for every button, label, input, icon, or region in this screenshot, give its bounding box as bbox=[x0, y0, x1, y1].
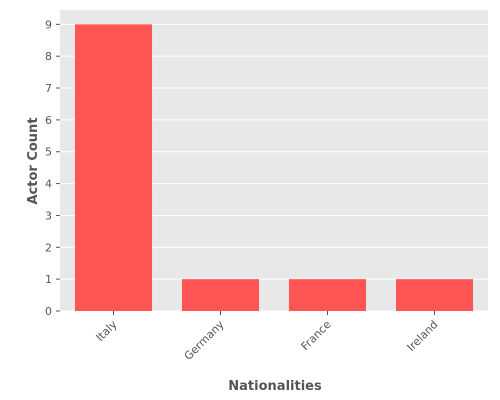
x-tick-labels: Italy Germany France Ireland bbox=[94, 311, 441, 363]
bar-ireland bbox=[395, 279, 474, 311]
y-tick-label: 2 bbox=[45, 241, 52, 254]
y-tick-label: 8 bbox=[45, 50, 52, 63]
y-tick-label: 4 bbox=[45, 178, 52, 191]
bar-italy bbox=[74, 24, 153, 311]
y-tick-label: 9 bbox=[45, 18, 52, 31]
y-tick-labels: 0 1 2 3 4 5 6 7 8 9 bbox=[45, 18, 60, 318]
y-tick-label: 1 bbox=[45, 273, 52, 286]
y-tick-label: 5 bbox=[45, 146, 52, 159]
x-tick-label: France bbox=[299, 318, 334, 353]
y-tick-label: 7 bbox=[45, 82, 52, 95]
x-tick-label: Ireland bbox=[405, 318, 441, 354]
y-axis-label: Actor Count bbox=[26, 117, 41, 204]
bars bbox=[74, 24, 474, 311]
y-tick-label: 3 bbox=[45, 209, 52, 222]
y-tick-label: 6 bbox=[45, 114, 52, 127]
x-axis-label: Nationalities bbox=[228, 379, 322, 394]
y-tick-label: 0 bbox=[45, 305, 52, 318]
x-tick-label: Germany bbox=[182, 318, 227, 363]
bar-germany bbox=[181, 279, 260, 311]
x-tick-label: Italy bbox=[94, 318, 120, 344]
bar-france bbox=[288, 279, 367, 311]
